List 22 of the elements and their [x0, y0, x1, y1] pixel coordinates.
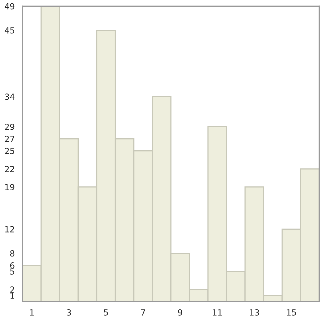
x-tick-label: 13: [250, 310, 260, 316]
y-tick-label: 2: [10, 286, 14, 293]
y-tick-label: 27: [5, 136, 14, 142]
x-tick-label: 3: [67, 310, 72, 316]
y-tick-label: 25: [5, 148, 14, 154]
y-tick-label: 45: [4, 28, 14, 34]
y-tick-label: 19: [5, 184, 15, 191]
y-tick-label: 34: [5, 94, 15, 100]
x-tick-label: 5: [104, 310, 108, 316]
y-tick-label: 12: [5, 226, 14, 233]
x-tick-label: 7: [141, 310, 146, 316]
x-tick-label: 1: [30, 310, 34, 316]
x-tick-label: 9: [178, 310, 182, 316]
y-tick-label: 29: [5, 124, 15, 130]
x-tick-label: 15: [287, 310, 296, 316]
y-tick-label: 5: [10, 268, 14, 275]
x-tick-label: 11: [213, 310, 222, 316]
y-tick-label: 1: [10, 292, 14, 299]
y-tick-label: 6: [10, 262, 15, 269]
y-tick-label: 8: [10, 250, 15, 257]
y-tick-label: 22: [5, 166, 14, 172]
y-tick-label: 49: [4, 3, 15, 10]
